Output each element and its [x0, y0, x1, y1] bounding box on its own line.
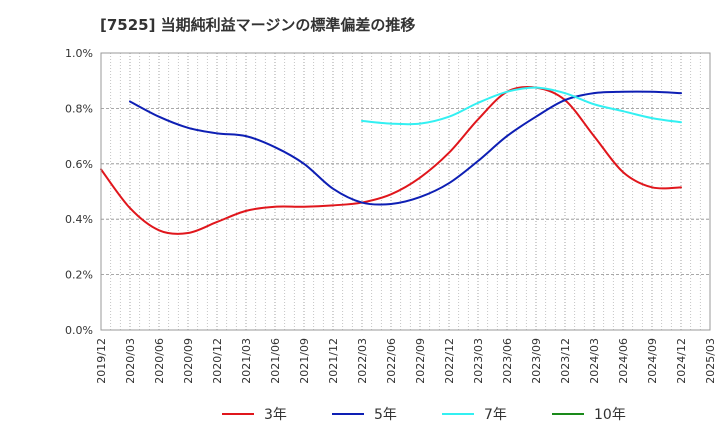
y-tick-label: 0.0% — [65, 324, 93, 337]
x-tick-label: 2024/03 — [588, 338, 601, 384]
x-tick-label: 2024/12 — [675, 338, 688, 384]
legend-label-1: 3年 — [264, 407, 287, 423]
x-tick-label: 2024/06 — [617, 338, 630, 384]
x-tick-label: 2023/09 — [530, 338, 543, 384]
x-tick-label: 2023/03 — [472, 338, 485, 384]
series-line-2 — [129, 90, 682, 206]
series-layer — [100, 85, 682, 235]
x-tick-label: 2023/12 — [559, 338, 572, 384]
x-tick-label: 2022/12 — [443, 338, 456, 384]
legend-label-4: 10年 — [594, 407, 626, 423]
y-tick-label: 0.4% — [65, 213, 93, 226]
legend: 3年 5年 7年 10年 — [222, 407, 626, 423]
plot-area — [101, 53, 710, 330]
x-tick-label: 2020/06 — [153, 338, 166, 384]
x-tick-label: 2022/09 — [414, 338, 427, 384]
axis-layer: 0.0% 0.2% 0.4% 0.6% 0.8% 1.0% 2019/12 2020/03 20… — [65, 47, 717, 384]
legend-label-2: 5年 — [374, 407, 397, 423]
x-tick-label: 2021/09 — [298, 338, 311, 384]
plot-frame — [100, 52, 711, 331]
x-tick-label: 2023/06 — [501, 338, 514, 384]
x-tick-label: 2020/03 — [124, 338, 137, 384]
y-tick-label: 0.8% — [65, 102, 93, 115]
x-tick-label: 2020/12 — [211, 338, 224, 384]
y-tick-label: 0.2% — [65, 269, 93, 282]
x-tick-label: 2021/03 — [240, 338, 253, 384]
legend-label-3: 7年 — [484, 407, 507, 423]
x-tick-label: 2022/06 — [385, 338, 398, 384]
y-tick-label: 1.0% — [65, 47, 93, 60]
x-tick-label: 2021/12 — [327, 338, 340, 384]
chart-title: [7525] 当期純利益マージンの標準偏差の推移 — [100, 16, 416, 34]
x-tick-label: 2020/09 — [182, 338, 195, 384]
x-tick-label: 2021/06 — [269, 338, 282, 384]
y-tick-label: 0.6% — [65, 158, 93, 171]
x-tick-label: 2024/09 — [646, 338, 659, 384]
series-line-3 — [361, 86, 682, 126]
grid-layer — [100, 52, 711, 331]
x-tick-label: 2022/03 — [356, 338, 369, 384]
x-tick-label: 2025/03 — [704, 338, 717, 384]
series-line-1 — [100, 85, 682, 235]
x-tick-label: 2019/12 — [95, 338, 108, 384]
